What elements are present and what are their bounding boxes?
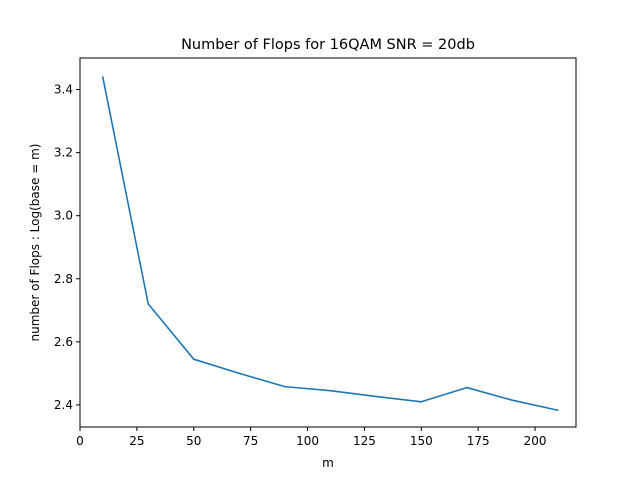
x-tick-label: 0 [76,434,84,448]
data-point [465,386,468,389]
x-tick-label: 100 [296,434,319,448]
y-tick-label: 2.8 [54,272,73,286]
data-point [374,395,377,398]
data-point [511,399,514,401]
data-point [556,409,559,412]
data-point [329,389,332,392]
y-axis-label: number of Flops : Log(base = m) [28,144,42,342]
x-tick-label: 150 [410,434,433,448]
x-axis-label: m [322,456,334,470]
x-tick-label: 125 [353,434,376,448]
data-point [192,358,195,360]
y-tick-label: 2.4 [54,398,73,412]
data-point [147,303,150,305]
data-point [238,372,241,375]
data-point [283,385,286,388]
x-tick-label: 175 [467,434,490,448]
y-tick-label: 3.4 [54,83,73,97]
x-tick-label: 200 [524,434,547,448]
x-tick-label: 75 [243,434,258,448]
x-tick-label: 25 [129,434,144,448]
y-tick-label: 3.2 [54,146,73,160]
y-tick-label: 2.6 [54,335,73,349]
chart-title: Number of Flops for 16QAM SNR = 20db [181,37,475,53]
data-point [101,76,104,78]
y-tick-label: 3.0 [54,209,73,223]
x-tick-label: 50 [186,434,201,448]
data-point [420,400,423,403]
plot-frame [79,57,577,428]
